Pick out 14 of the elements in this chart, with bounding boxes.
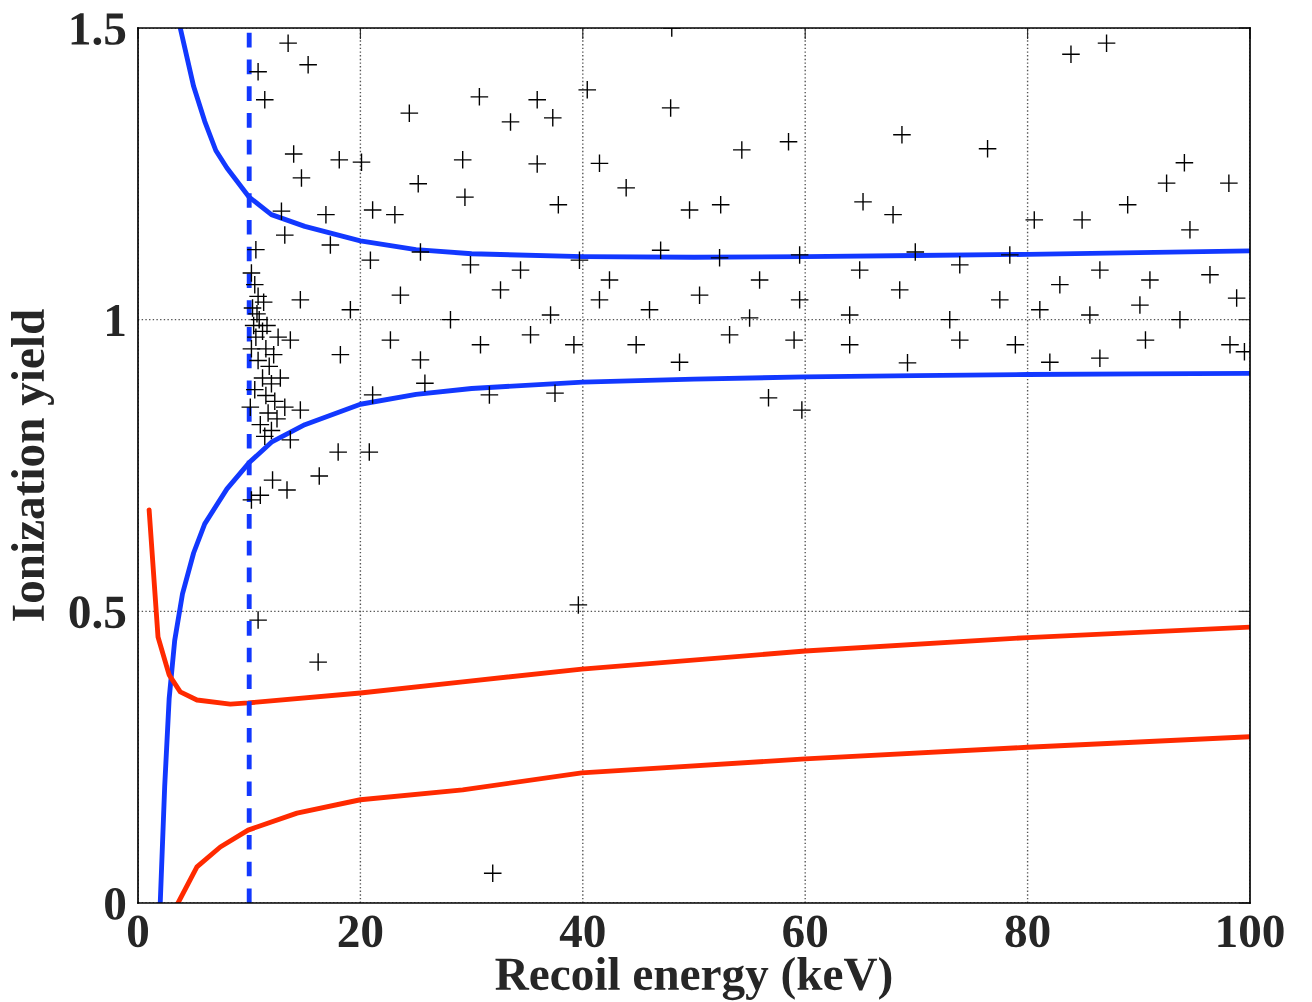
x-tick-label: 40 bbox=[559, 915, 605, 948]
x-tick-label: 80 bbox=[1005, 915, 1050, 948]
x-tick-label: 100 bbox=[1218, 915, 1284, 948]
y-axis-title: Ionization yield bbox=[11, 309, 54, 621]
x-tick-label: 60 bbox=[783, 915, 828, 948]
y-tick-label: 0.5 bbox=[69, 596, 126, 629]
y-tick-label: 0 bbox=[105, 887, 126, 920]
x-axis-title: Recoil energy (keV) bbox=[495, 956, 892, 1001]
x-tick-label: 0 bbox=[127, 915, 149, 948]
line-series bbox=[175, 734, 1250, 903]
y-tick-label: 1.5 bbox=[71, 13, 126, 46]
y-tick-label: 1 bbox=[107, 304, 125, 337]
line-series bbox=[146, 507, 1250, 707]
x-tick-label: 20 bbox=[338, 915, 383, 948]
